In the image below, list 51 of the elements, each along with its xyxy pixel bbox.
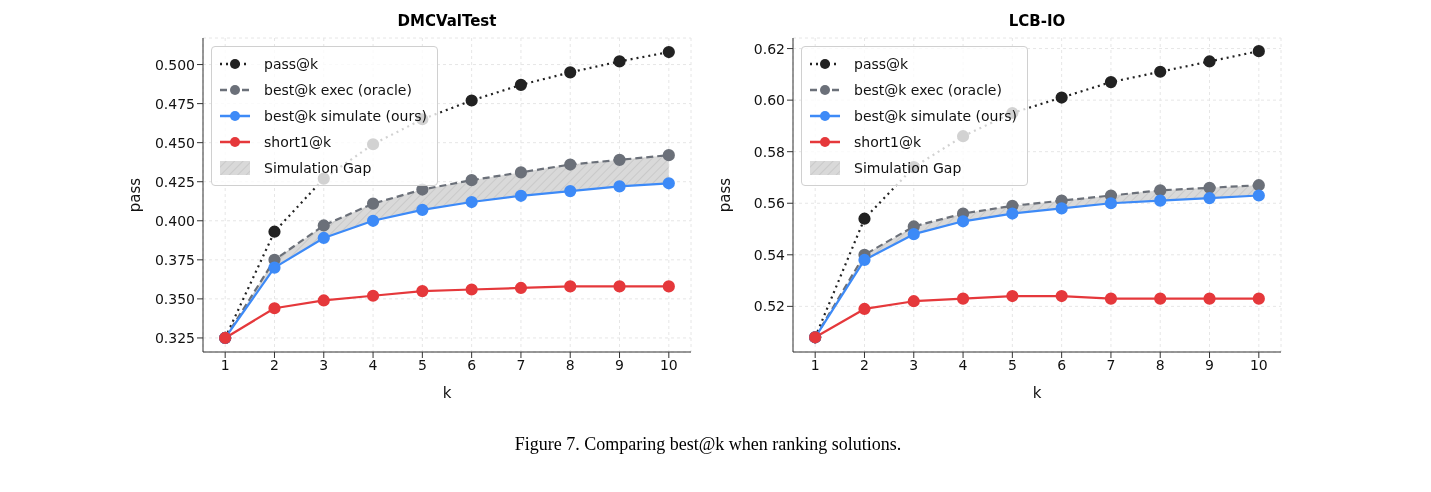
x-tick-label: 2	[860, 356, 869, 373]
legend-label: best@k exec (oracle)	[854, 82, 1002, 98]
legend-label: pass@k	[854, 56, 909, 72]
x-tick-label: 5	[1007, 356, 1017, 373]
chart-title: DMCValTest	[396, 12, 498, 30]
x-tick-label: 9	[615, 356, 624, 373]
legend-label: best@k simulate (ours)	[264, 108, 427, 124]
x-tick-label: 8	[565, 356, 575, 373]
x-tick-label: 7	[1106, 356, 1116, 373]
y-tick-label: 0.350	[154, 290, 195, 307]
y-tick-label: 0.375	[154, 251, 195, 268]
legend-label: best@k simulate (ours)	[854, 108, 1017, 124]
y-tick-label: 0.62	[753, 40, 785, 57]
annotation: Simulation Gap	[854, 160, 962, 176]
x-tick-label: 10	[1249, 356, 1268, 373]
x-tick-label: 4	[958, 356, 968, 373]
x-tick-label: 10	[659, 356, 678, 373]
legend-label: short1@k	[264, 134, 331, 150]
x-tick-label: 8	[1155, 356, 1165, 373]
x-axis-title: k	[1032, 384, 1042, 402]
y-tick-label: 0.52	[753, 298, 785, 315]
x-axis-title: k	[442, 384, 452, 402]
y-tick-label: 0.56	[753, 195, 786, 212]
y-axis-title: pass	[126, 177, 145, 213]
y-tick-label: 0.500	[154, 56, 195, 73]
x-tick-label: 9	[1205, 356, 1214, 373]
x-tick-label: 6	[467, 356, 477, 373]
y-tick-label: 0.400	[154, 212, 195, 229]
x-tick-label: 6	[1057, 356, 1067, 373]
y-tick-label: 0.450	[154, 134, 195, 151]
x-tick-label: 1	[810, 356, 820, 373]
x-tick-label: 3	[909, 356, 919, 373]
legend-label: pass@k	[264, 56, 319, 72]
annotation: Simulation Gap	[264, 160, 372, 176]
legend-label: short1@k	[854, 134, 921, 150]
y-axis-title: pass	[716, 177, 735, 213]
y-tick-label: 0.54	[753, 246, 786, 263]
y-tick-label: 0.58	[753, 143, 785, 160]
x-tick-label: 4	[368, 356, 378, 373]
y-tick-label: 0.475	[154, 95, 195, 112]
chart-title: LCB-IO	[1007, 12, 1067, 30]
legend-label: best@k exec (oracle)	[264, 82, 412, 98]
y-tick-label: 0.325	[154, 329, 195, 346]
y-tick-label: 0.425	[154, 173, 195, 190]
caption: Figure 7. Comparing best@k when ranking solutions.	[513, 434, 903, 455]
y-tick-label: 0.60	[753, 92, 785, 109]
x-tick-label: 3	[319, 356, 329, 373]
x-tick-label: 5	[417, 356, 427, 373]
x-tick-label: 2	[270, 356, 279, 373]
x-tick-label: 7	[516, 356, 526, 373]
x-tick-label: 1	[220, 356, 230, 373]
